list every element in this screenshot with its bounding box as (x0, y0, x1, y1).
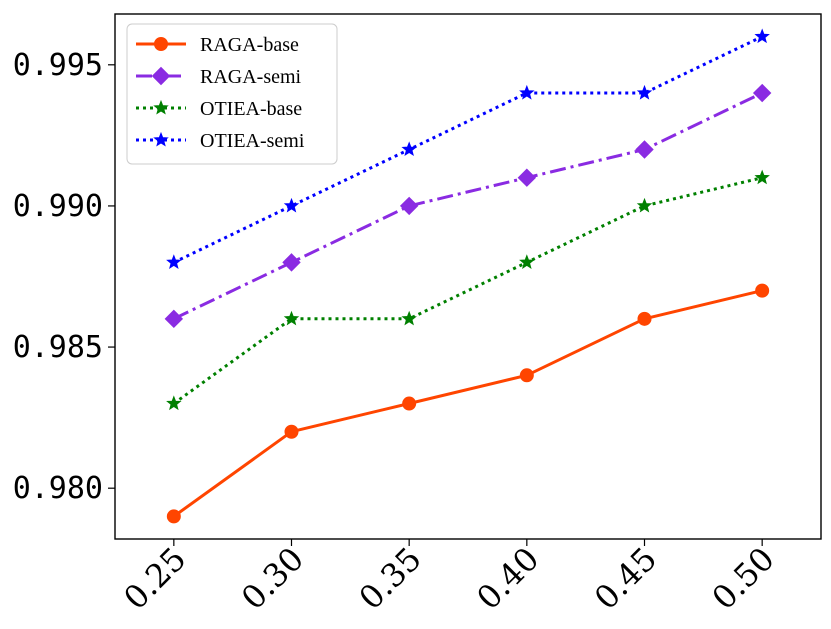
data-point-raga-base (637, 311, 652, 326)
data-point-raga-base (166, 509, 181, 524)
data-point-otiea-base (754, 169, 770, 185)
data-point-otiea-base (636, 197, 653, 213)
data-point-otiea-base (519, 254, 535, 269)
plot-frame (114, 13, 822, 540)
series-layer (164, 28, 772, 524)
data-point-raga-base (284, 424, 299, 439)
data-point-raga-semi (517, 168, 537, 187)
series-line-raga-base (172, 289, 763, 518)
data-point-raga-base (402, 396, 417, 411)
x-tick-label: 0.45 (587, 540, 664, 617)
y-tick-label: 0.980 (13, 471, 103, 506)
y-tick-label: 0.990 (13, 189, 103, 224)
legend-label-raga-semi: RAGA-semi (200, 66, 302, 88)
data-point-raga-semi (164, 309, 184, 329)
data-point-otiea-base (166, 395, 182, 411)
data-point-otiea-semi (283, 197, 300, 213)
x-tick-label: 0.40 (469, 540, 546, 617)
series-line-otiea-base (172, 176, 763, 405)
legend-marker-otiea-semi (153, 131, 169, 147)
data-point-raga-semi (399, 196, 419, 216)
legend-label-raga-base: RAGA-base (200, 34, 299, 56)
legend-marker-raga-base (154, 37, 168, 51)
series-raga-base (166, 283, 770, 524)
data-point-otiea-semi (401, 141, 417, 157)
y-axis: 0.980 0.985 0.990 0.995 (13, 48, 115, 506)
x-tick-label: 0.30 (234, 540, 311, 617)
legend: RAGA-base RAGA-semi OTIEA-base OTIEA-semi (126, 23, 338, 165)
data-point-otiea-semi (166, 254, 182, 269)
data-point-otiea-semi (519, 84, 535, 100)
legend-marker-otiea-base (153, 99, 169, 115)
series-otiea-base (166, 169, 770, 411)
x-tick-label: 0.25 (116, 540, 193, 617)
data-point-otiea-semi (754, 28, 770, 44)
data-point-otiea-semi (636, 84, 653, 100)
x-tick-label: 0.35 (352, 540, 429, 617)
y-tick-label: 0.995 (13, 48, 103, 83)
y-tick-label: 0.985 (13, 330, 103, 365)
data-point-raga-base (519, 368, 534, 383)
legend-marker-raga-semi (151, 66, 171, 86)
data-point-raga-semi (635, 140, 654, 159)
legend-box (126, 23, 338, 165)
series-otiea-semi (166, 28, 770, 269)
series-raga-semi (164, 83, 772, 329)
data-point-otiea-base (401, 310, 417, 326)
data-point-otiea-base (283, 310, 300, 326)
x-tick-label: 0.50 (705, 540, 782, 617)
data-point-raga-semi (282, 253, 301, 272)
data-point-raga-semi (752, 83, 772, 103)
x-axis: 0.25 0.30 0.35 0.40 0.45 0.50 (116, 539, 782, 617)
series-line-raga-semi (173, 91, 763, 321)
legend-label-otiea-base: OTIEA-base (200, 98, 302, 120)
legend-label-otiea-semi: OTIEA-semi (200, 130, 305, 152)
data-point-raga-base (755, 283, 770, 298)
